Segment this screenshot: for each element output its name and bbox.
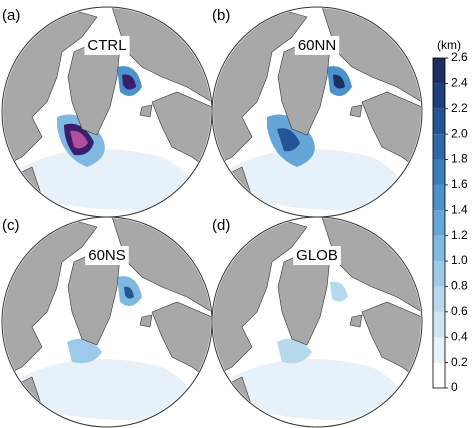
colorbar-tick-label: 1.8 bbox=[451, 152, 468, 166]
colorbar-label: (km) bbox=[437, 38, 461, 52]
title-background bbox=[85, 245, 129, 265]
colorbar-tick-label: 2.0 bbox=[451, 126, 468, 140]
panel-title: 60NN bbox=[298, 37, 336, 54]
colorbar-segment bbox=[433, 134, 445, 160]
colorbar-segment bbox=[433, 337, 445, 363]
colorbar-tick-label: 0.8 bbox=[451, 279, 468, 293]
colorbar-segment bbox=[433, 261, 445, 287]
map-content bbox=[3, 8, 211, 216]
map-panel bbox=[211, 6, 423, 218]
colorbar-tick-label: 1.2 bbox=[451, 228, 468, 242]
panel-label: (d) bbox=[212, 217, 230, 234]
panel-label: (b) bbox=[212, 7, 230, 24]
map-content bbox=[213, 8, 421, 216]
colorbar-segment bbox=[433, 58, 445, 84]
panel-title: CTRL bbox=[87, 37, 126, 54]
colorbar-segment bbox=[433, 311, 445, 338]
colorbar-frame bbox=[432, 57, 446, 389]
map-content bbox=[3, 218, 211, 426]
colorbar-tick-label: 1.6 bbox=[451, 177, 468, 191]
colorbar-segment bbox=[433, 362, 445, 388]
map-panel bbox=[1, 216, 213, 428]
colorbar-segment bbox=[433, 108, 445, 135]
colorbar-segment bbox=[433, 159, 445, 185]
colorbar-tick-label: 2.4 bbox=[451, 76, 468, 90]
colorbar-tick-label: 1.4 bbox=[451, 202, 468, 216]
colorbar-segment bbox=[433, 210, 445, 236]
colorbar-tick-label: 0 bbox=[451, 380, 458, 394]
title-background bbox=[84, 35, 130, 55]
colorbar-tick-label: 2.6 bbox=[451, 50, 468, 64]
colorbar-segment bbox=[433, 235, 445, 262]
colorbar-tick-label: 2.2 bbox=[451, 101, 468, 115]
colorbar-segment bbox=[433, 83, 445, 109]
panel-label: (a) bbox=[2, 7, 20, 24]
map-panel bbox=[211, 216, 423, 428]
title-background bbox=[294, 35, 340, 55]
colorbar-tick-label: 1.0 bbox=[451, 253, 468, 267]
panel-title: GLOB bbox=[296, 247, 338, 264]
map-content bbox=[213, 218, 421, 426]
map-panel bbox=[1, 6, 213, 218]
colorbar-tick-label: 0.6 bbox=[451, 304, 468, 318]
colorbar-segment bbox=[433, 184, 445, 211]
panel-title: 60NS bbox=[88, 247, 126, 264]
title-background bbox=[293, 245, 341, 265]
panel-label: (c) bbox=[2, 217, 20, 234]
colorbar-segment bbox=[433, 286, 445, 312]
colorbar-tick-label: 0.2 bbox=[451, 355, 468, 369]
colorbar-tick-label: 0.4 bbox=[451, 329, 468, 343]
